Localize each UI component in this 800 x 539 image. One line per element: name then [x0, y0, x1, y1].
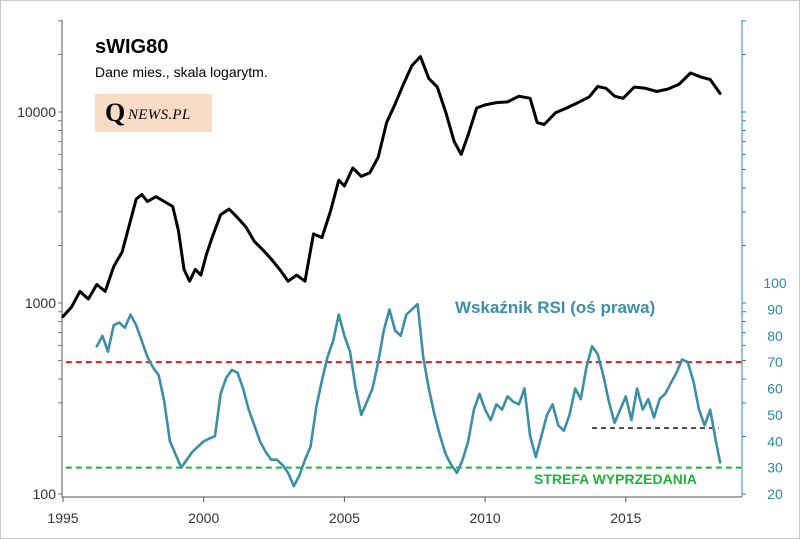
left-tick-label: 100 — [33, 486, 57, 502]
x-tick-label: 2015 — [610, 510, 641, 526]
chart-title: sWIG80 — [95, 36, 169, 58]
left-tick-label: 1000 — [25, 295, 56, 311]
right-tick-label: 40 — [767, 433, 783, 449]
right-tick-label: 20 — [767, 486, 783, 502]
swig80-index-line — [61, 55, 722, 318]
right-tick-label: 70 — [767, 354, 783, 370]
right-tick-label: 90 — [767, 301, 783, 317]
oversold-zone-label: STREFA WYPRZEDANIA — [534, 471, 697, 487]
left-tick-label: 10000 — [17, 104, 56, 120]
right-tick-label: 100 — [763, 275, 787, 291]
right-tick-label: 80 — [767, 328, 783, 344]
qnews-logo: Q NEWS.PL — [95, 94, 212, 132]
right-tick-label: 30 — [767, 460, 783, 476]
rsi-line — [95, 302, 722, 488]
x-tick-label: 2005 — [329, 510, 360, 526]
chart-subtitle: Dane mies., skala logarytm. — [95, 64, 268, 80]
right-tick-label: 60 — [767, 381, 783, 397]
right-tick-label: 50 — [767, 407, 783, 423]
rsi-series-label: Wskaźnik RSI (oś prawa) — [455, 298, 656, 317]
logo-text: NEWS.PL — [128, 107, 191, 123]
x-tick-label: 2010 — [470, 510, 501, 526]
logo-q-letter: Q — [105, 98, 126, 127]
x-tick-label: 2000 — [188, 510, 219, 526]
x-tick-label: 1995 — [47, 510, 78, 526]
